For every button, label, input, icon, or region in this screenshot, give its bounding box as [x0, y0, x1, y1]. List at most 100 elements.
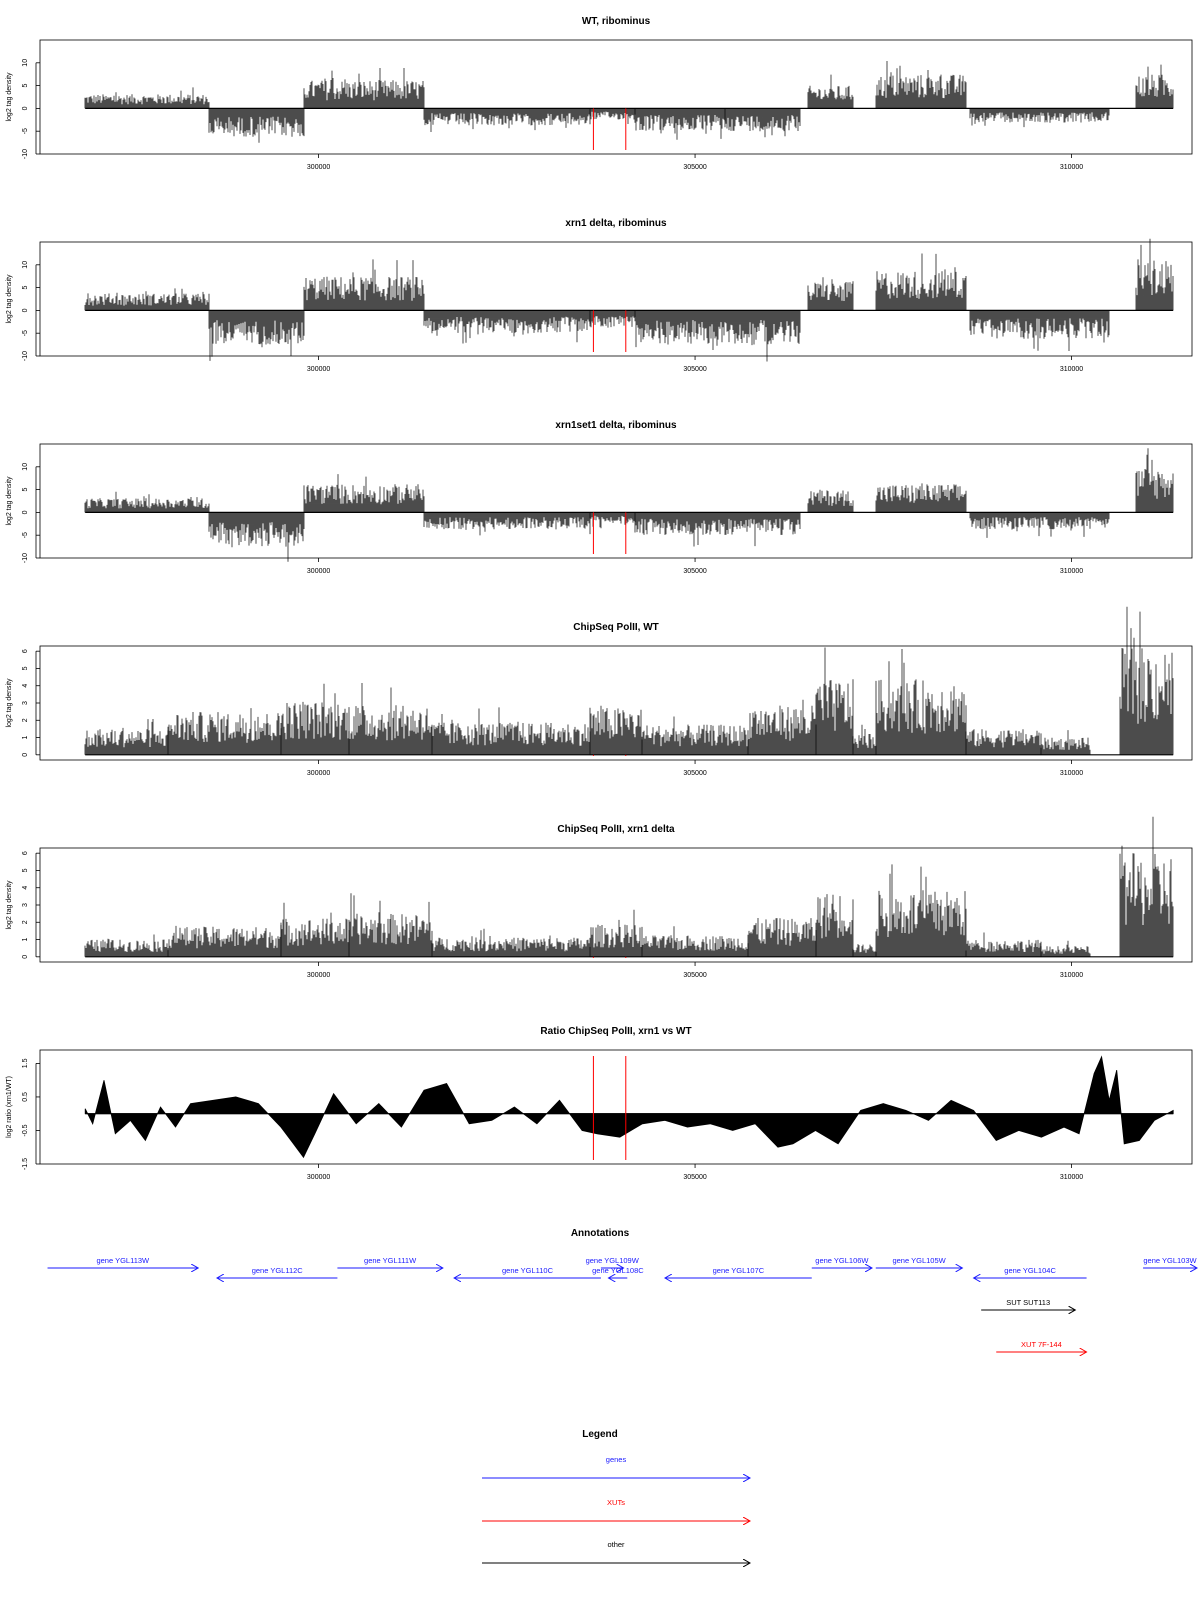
x-tick-label: 300000: [307, 972, 330, 979]
signal-series: [84, 816, 1174, 958]
density-segment: [1119, 816, 1174, 957]
y-tick-label: 5: [22, 84, 29, 88]
annotations-title: Annotations: [571, 1228, 630, 1239]
feature-label: SUT SUT113: [1006, 1298, 1050, 1307]
density-segment: [815, 894, 854, 957]
panel-3: xrn1set1 delta, ribominus log2 tag densit…: [6, 420, 1193, 575]
legend-item-gene: genes: [482, 1455, 750, 1478]
feature-label: gene YGL106W: [815, 1256, 869, 1265]
density-segment: [280, 683, 350, 755]
feature-gene-ygl109w[interactable]: gene YGL109W: [586, 1256, 640, 1268]
y-tick-label: 0: [22, 955, 29, 959]
density-segment: [348, 683, 433, 755]
y-axis-label: log2 ratio (xrn1/WT): [6, 1076, 13, 1138]
density-segment: [969, 108, 1110, 128]
y-axis-label: log2 tag density: [6, 880, 13, 930]
density-segment: [747, 918, 817, 957]
feature-gene-ygl113w[interactable]: gene YGL113W: [47, 1256, 199, 1268]
feature-gene-ygl105w[interactable]: gene YGL105W: [875, 1256, 963, 1268]
y-tick-label: 10: [22, 463, 29, 471]
feature-gene-ygl107c[interactable]: gene YGL107C: [665, 1266, 812, 1278]
feature-label: gene YGL105W: [892, 1256, 946, 1265]
density-segment: [423, 512, 591, 536]
y-tick-label: 10: [22, 59, 29, 67]
density-segment: [875, 483, 967, 513]
legend-label: XUTs: [607, 1498, 625, 1507]
x-tick-label: 300000: [307, 164, 330, 171]
panel-title: xrn1set1 delta, ribominus: [555, 420, 677, 431]
panel-title: ChipSeq PolII, xrn1 delta: [557, 824, 675, 835]
density-segment: [852, 944, 877, 957]
density-segment: [747, 699, 817, 755]
feature-sut-sut113[interactable]: SUT SUT113: [981, 1298, 1075, 1310]
density-segment: [1135, 448, 1174, 513]
density-segment: [589, 705, 643, 755]
signal-series: [84, 61, 1174, 143]
density-segment: [303, 68, 425, 109]
y-axis-label: log2 tag density: [6, 274, 13, 324]
feature-label: XUT 7F-144: [1021, 1340, 1062, 1349]
x-tick-label: 305000: [683, 1174, 706, 1181]
feature-gene-ygl104c[interactable]: gene YGL104C: [974, 1266, 1087, 1278]
density-segment: [1135, 64, 1174, 109]
feature-label: gene YGL108C: [592, 1266, 644, 1275]
density-segment: [1135, 238, 1174, 311]
x-tick-label: 300000: [307, 1174, 330, 1181]
signal-series: [84, 1055, 1174, 1159]
panel-title: WT, ribominus: [582, 16, 651, 27]
legend-label: other: [607, 1540, 625, 1549]
y-tick-label: 1: [22, 937, 29, 941]
y-axis-label: log2 tag density: [6, 476, 13, 526]
y-tick-label: -1.5: [22, 1158, 29, 1170]
y-tick-label: -5: [22, 128, 29, 134]
y-tick-label: 0.5: [22, 1092, 29, 1102]
x-tick-label: 305000: [683, 366, 706, 373]
feature-gene-ygl108c[interactable]: gene YGL108C: [592, 1266, 644, 1278]
density-segment: [208, 512, 305, 562]
ratio-profile: [84, 1055, 1174, 1159]
legend-item-other: other: [482, 1540, 750, 1563]
feature-gene-ygl111w[interactable]: gene YGL111W: [337, 1256, 442, 1268]
density-segment: [589, 909, 643, 957]
y-tick-label: 1.5: [22, 1058, 29, 1068]
density-segment: [84, 719, 169, 755]
annotations-panel: Annotations gene YGL113W gene YGL112C gene…: [47, 1228, 1198, 1352]
y-tick-label: -10: [22, 149, 29, 159]
feature-gene-ygl103w[interactable]: gene YGL103W: [1143, 1256, 1197, 1268]
density-segment: [641, 716, 749, 755]
legend-panel: Legend genes XUTs other: [482, 1429, 750, 1563]
density-segment: [84, 288, 210, 311]
x-tick-label: 305000: [683, 770, 706, 777]
panel-6: Ratio ChipSeq PolII, xrn1 vs WT log2 rati…: [6, 1026, 1193, 1181]
density-segment: [84, 934, 169, 957]
y-tick-label: 0: [22, 106, 29, 110]
plot-frame: [39, 645, 1193, 761]
plot-frame: [39, 1049, 1193, 1165]
density-segment: [875, 253, 967, 311]
legend-item-xut: XUTs: [482, 1498, 750, 1521]
y-tick-label: -10: [22, 553, 29, 563]
density-segment: [167, 708, 282, 755]
y-tick-label: -5: [22, 532, 29, 538]
density-segment: [634, 108, 726, 140]
density-segment: [634, 310, 801, 362]
y-tick-label: 5: [22, 488, 29, 492]
feature-gene-ygl106w[interactable]: gene YGL106W: [811, 1256, 872, 1268]
feature-gene-ygl112c[interactable]: gene YGL112C: [217, 1266, 338, 1278]
y-tick-label: 6: [22, 851, 29, 855]
feature-gene-ygl110c[interactable]: gene YGL110C: [454, 1266, 601, 1278]
density-segment: [875, 649, 967, 755]
y-tick-label: 4: [22, 684, 29, 688]
y-axis-label: log2 tag density: [6, 678, 13, 728]
x-tick-label: 310000: [1060, 770, 1083, 777]
y-tick-label: 3: [22, 701, 29, 705]
feature-label: gene YGL113W: [96, 1256, 150, 1265]
feature-xut-7f-144[interactable]: XUT 7F-144: [996, 1340, 1086, 1352]
plot-frame: [39, 847, 1193, 963]
density-segment: [807, 277, 854, 311]
y-tick-label: 0: [22, 510, 29, 514]
density-segment: [807, 489, 854, 513]
y-tick-label: -0.5: [22, 1124, 29, 1136]
x-tick-label: 310000: [1060, 568, 1083, 575]
